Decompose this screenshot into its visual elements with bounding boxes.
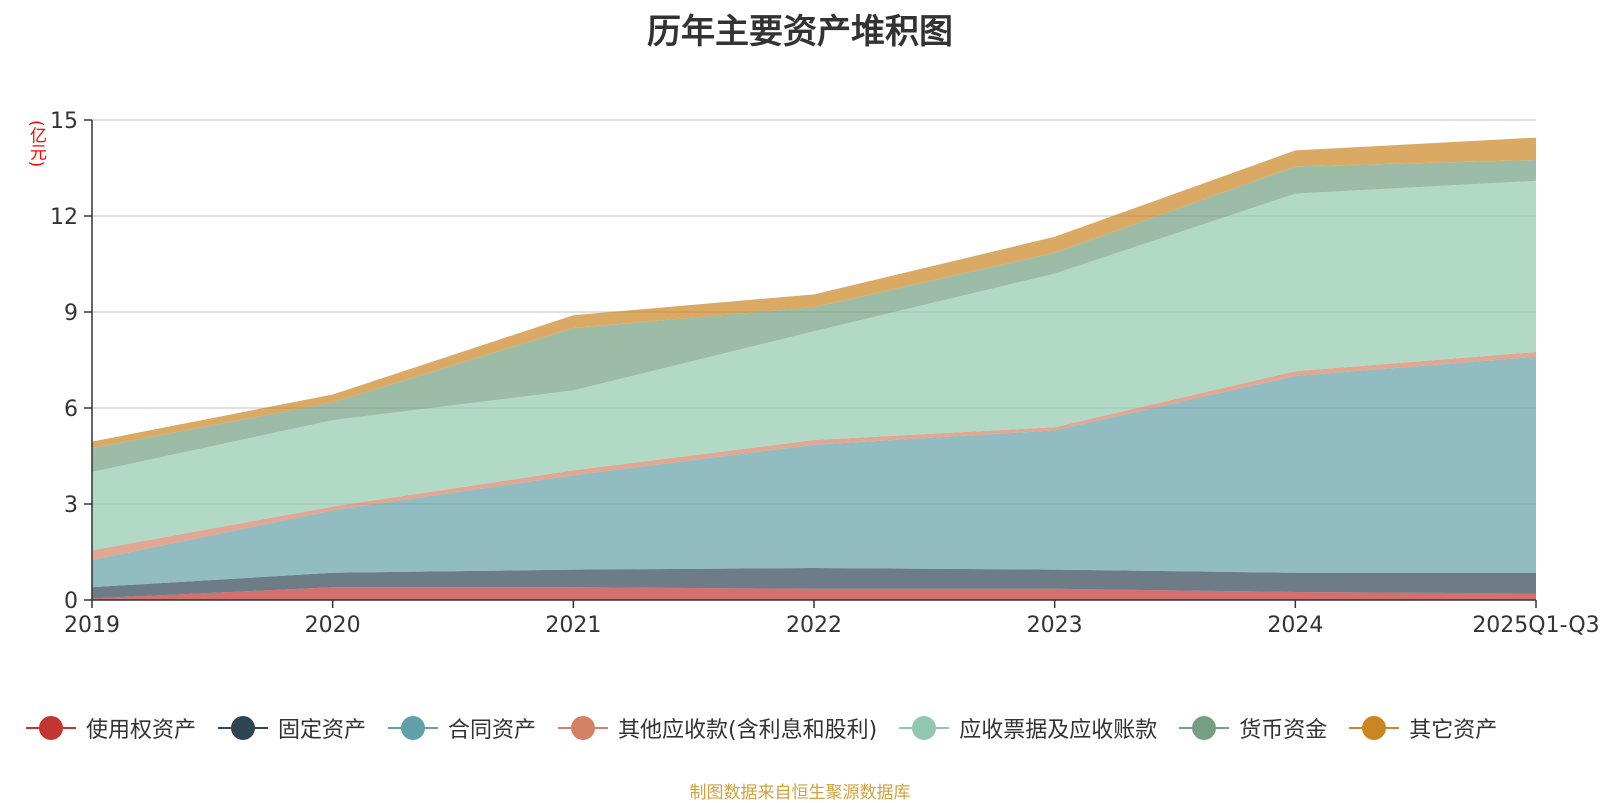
legend-marker-icon [1179,715,1230,741]
legend-marker-icon [1349,715,1400,741]
legend-item[interactable]: 应收票据及应收账款 [899,712,1157,744]
legend-label: 合同资产 [448,718,537,743]
x-tick-label: 2024 [1267,613,1323,638]
legend-marker-icon [218,715,269,741]
legend-marker-icon [388,715,439,741]
x-tick-label: 2025Q1-Q3 [1472,613,1599,638]
legend-item[interactable]: 货币资金 [1179,712,1327,744]
y-tick-label: 3 [64,493,78,518]
source-note: 制图数据来自恒生聚源数据库 [689,783,911,803]
legend-item[interactable]: 合同资产 [388,712,536,744]
y-tick-label: 12 [50,205,78,230]
chart-title: 历年主要资产堆积图 [647,12,953,52]
area-使用权资产 [92,587,1536,600]
y-axis-unit-label: (亿元) [26,120,46,168]
y-tick-label: 9 [64,301,78,326]
axes: 0 3 6 9 12 15 2019 2020 2021 2022 2023 2024 2025Q1-Q… [50,109,1600,638]
legend-label: 货币资金 [1239,718,1328,743]
area-合同资产 [92,356,1536,588]
x-tick-label: 2019 [64,613,120,638]
x-tick-label: 2023 [1027,613,1083,638]
legend-item[interactable]: 固定资产 [218,712,366,744]
y-tick-label: 6 [64,397,78,422]
area-其它资产 [92,137,1536,448]
y-tick-label: 15 [50,109,78,134]
legend: 使用权资产 固定资产 合同资产 其他应收款(含利息和股利) 应收票据及应收账款 货币资金 其… [26,710,1519,746]
legend-marker-icon [26,715,76,741]
legend-label: 其它资产 [1409,718,1498,743]
legend-marker-icon [899,715,950,741]
x-tick-label: 2022 [786,613,842,638]
legend-item[interactable]: 其他应收款(含利息和股利) [558,712,877,744]
x-tick-label: 2020 [305,613,361,638]
legend-marker-icon [558,715,609,741]
area-货币资金 [92,160,1536,472]
area-series [92,137,1536,600]
x-tick-label: 2021 [545,613,601,638]
legend-label: 其他应收款(含利息和股利) [618,718,878,743]
area-固定资产 [92,568,1536,599]
legend-label: 应收票据及应收账款 [959,718,1158,743]
legend-label: 使用权资产 [86,718,197,743]
area-应收票据及应收账款 [92,180,1536,551]
legend-item[interactable]: 其它资产 [1349,712,1497,744]
legend-label: 固定资产 [278,718,367,743]
y-tick-label: 0 [64,589,78,614]
legend-item[interactable]: 使用权资产 [26,712,196,744]
